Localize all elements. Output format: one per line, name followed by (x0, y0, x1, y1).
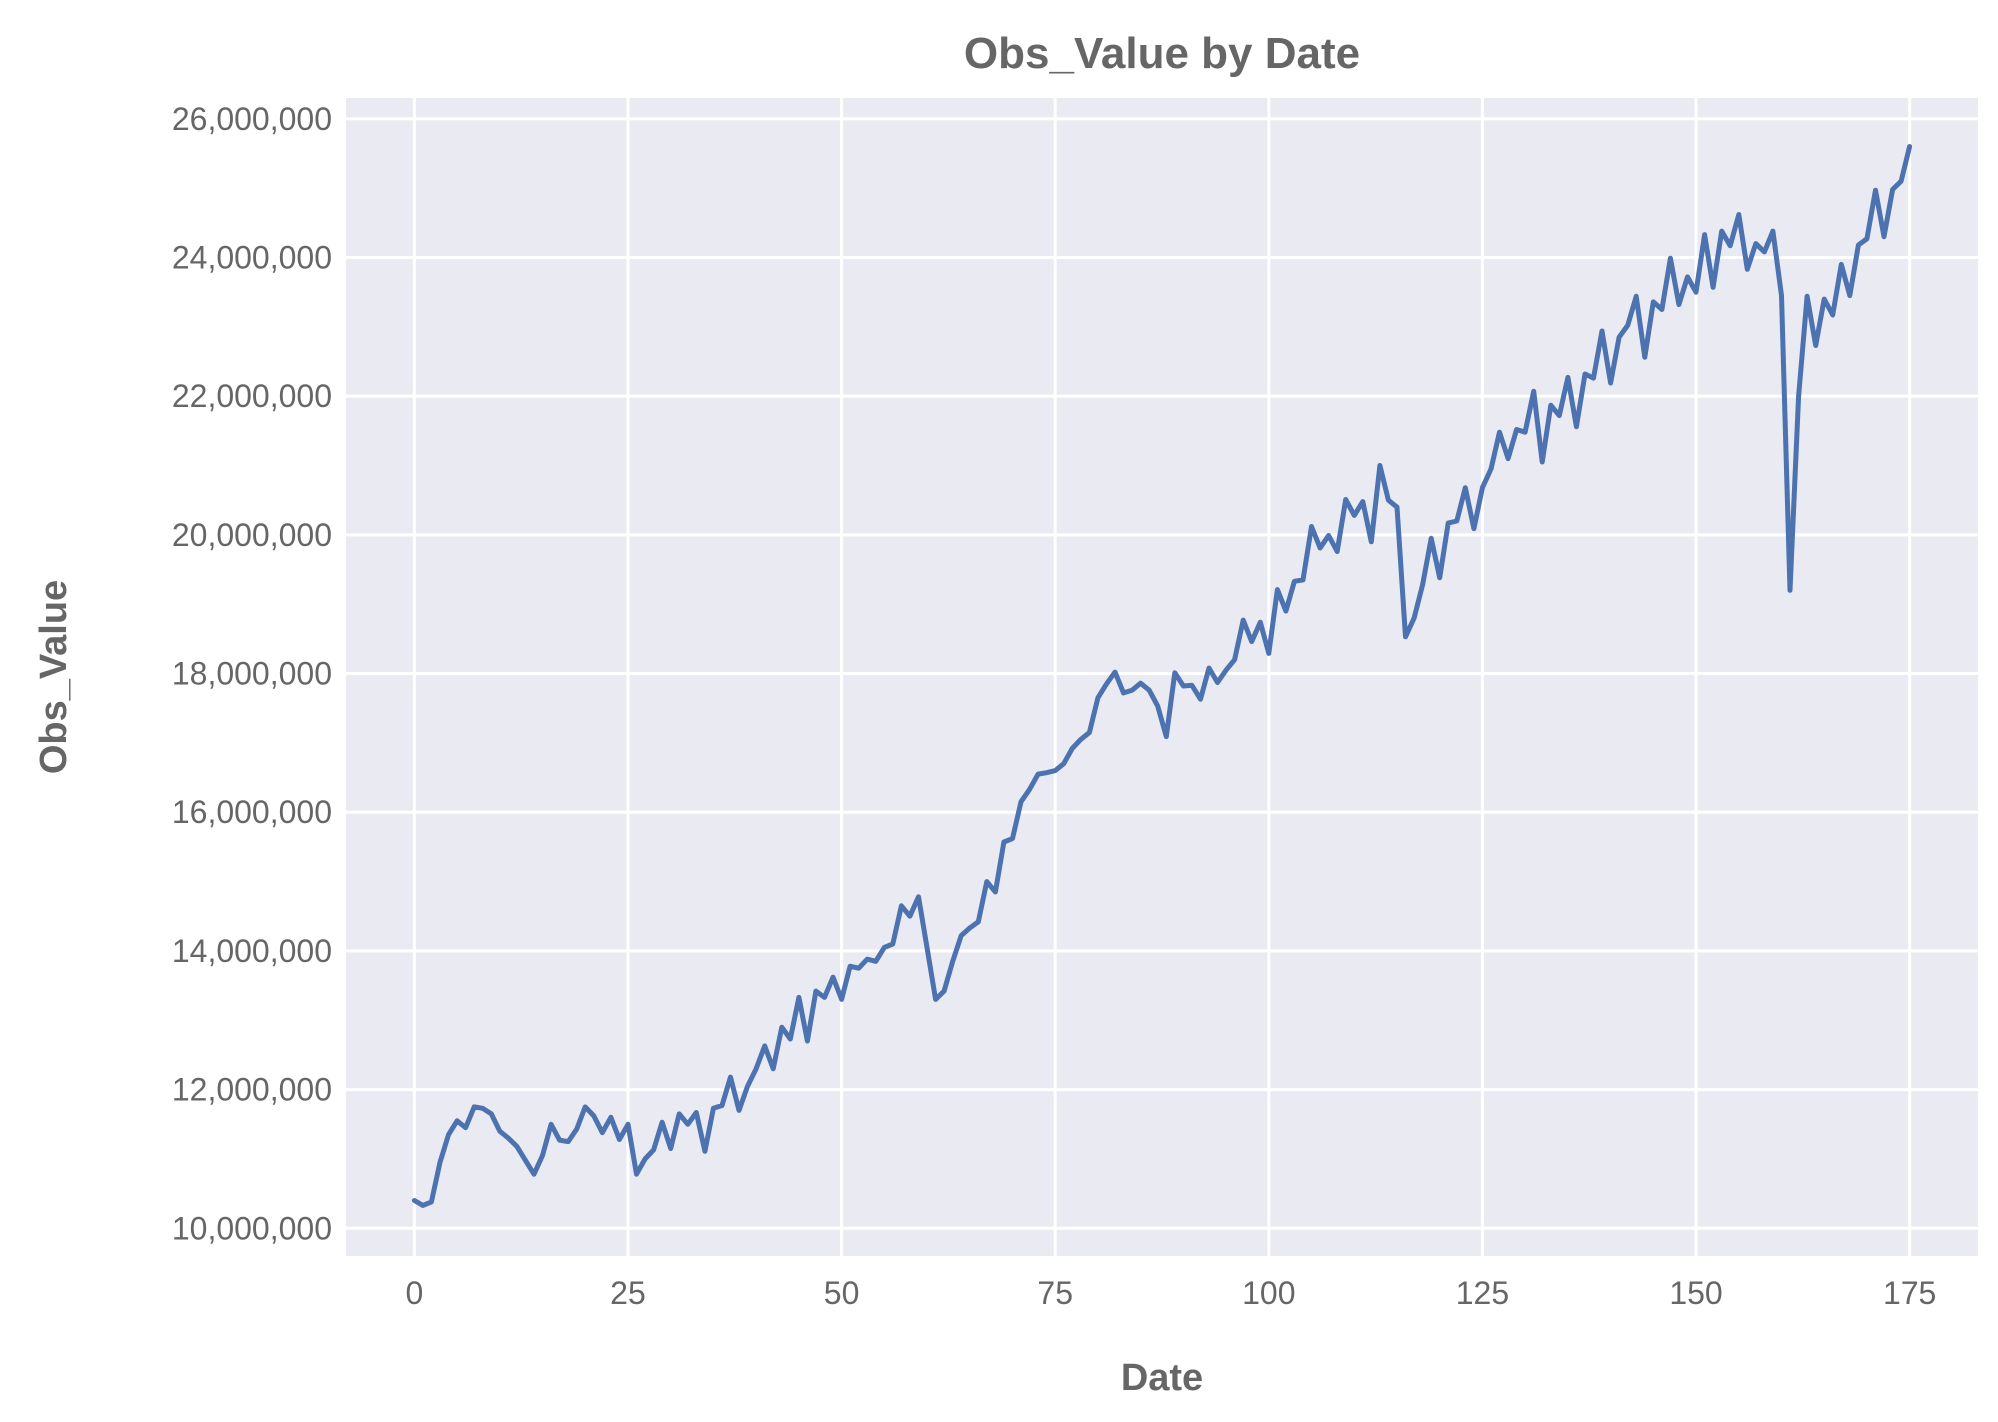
x-tick-label: 100 (1242, 1275, 1295, 1311)
y-gridlines (346, 117, 1978, 1230)
x-gridlines (412, 98, 1912, 1256)
x-axis-label: Date (1121, 1357, 1203, 1399)
y-tick-label: 24,000,000 (172, 239, 332, 275)
x-tick-label: 50 (824, 1275, 860, 1311)
y-tick-label: 10,000,000 (172, 1210, 332, 1246)
y-tick-label: 12,000,000 (172, 1072, 332, 1108)
x-tick-label: 175 (1883, 1275, 1936, 1311)
y-tick-label: 14,000,000 (172, 933, 332, 969)
x-tick-label: 25 (610, 1275, 646, 1311)
series-line (411, 144, 1913, 1208)
plot-background (346, 98, 1978, 1256)
y-tick-label: 16,000,000 (172, 794, 332, 830)
y-tick-label: 26,000,000 (172, 101, 332, 137)
x-tick-label: 125 (1456, 1275, 1509, 1311)
y-tick-label: 22,000,000 (172, 378, 332, 414)
y-axis-label: Obs_Value (33, 580, 75, 774)
y-tick-label: 18,000,000 (172, 656, 332, 692)
x-tick-label: 150 (1669, 1275, 1722, 1311)
x-tick-label: 75 (1037, 1275, 1073, 1311)
x-tick-label: 0 (405, 1275, 423, 1311)
chart-title: Obs_Value by Date (964, 29, 1360, 78)
y-tick-label: 20,000,000 (172, 517, 332, 553)
y-tick-labels: 10,000,000 12,000,000 14,000,000 16,000,000… (172, 101, 332, 1246)
x-tick-labels: 0 25 50 75 100 125 150 175 (405, 1275, 1936, 1311)
